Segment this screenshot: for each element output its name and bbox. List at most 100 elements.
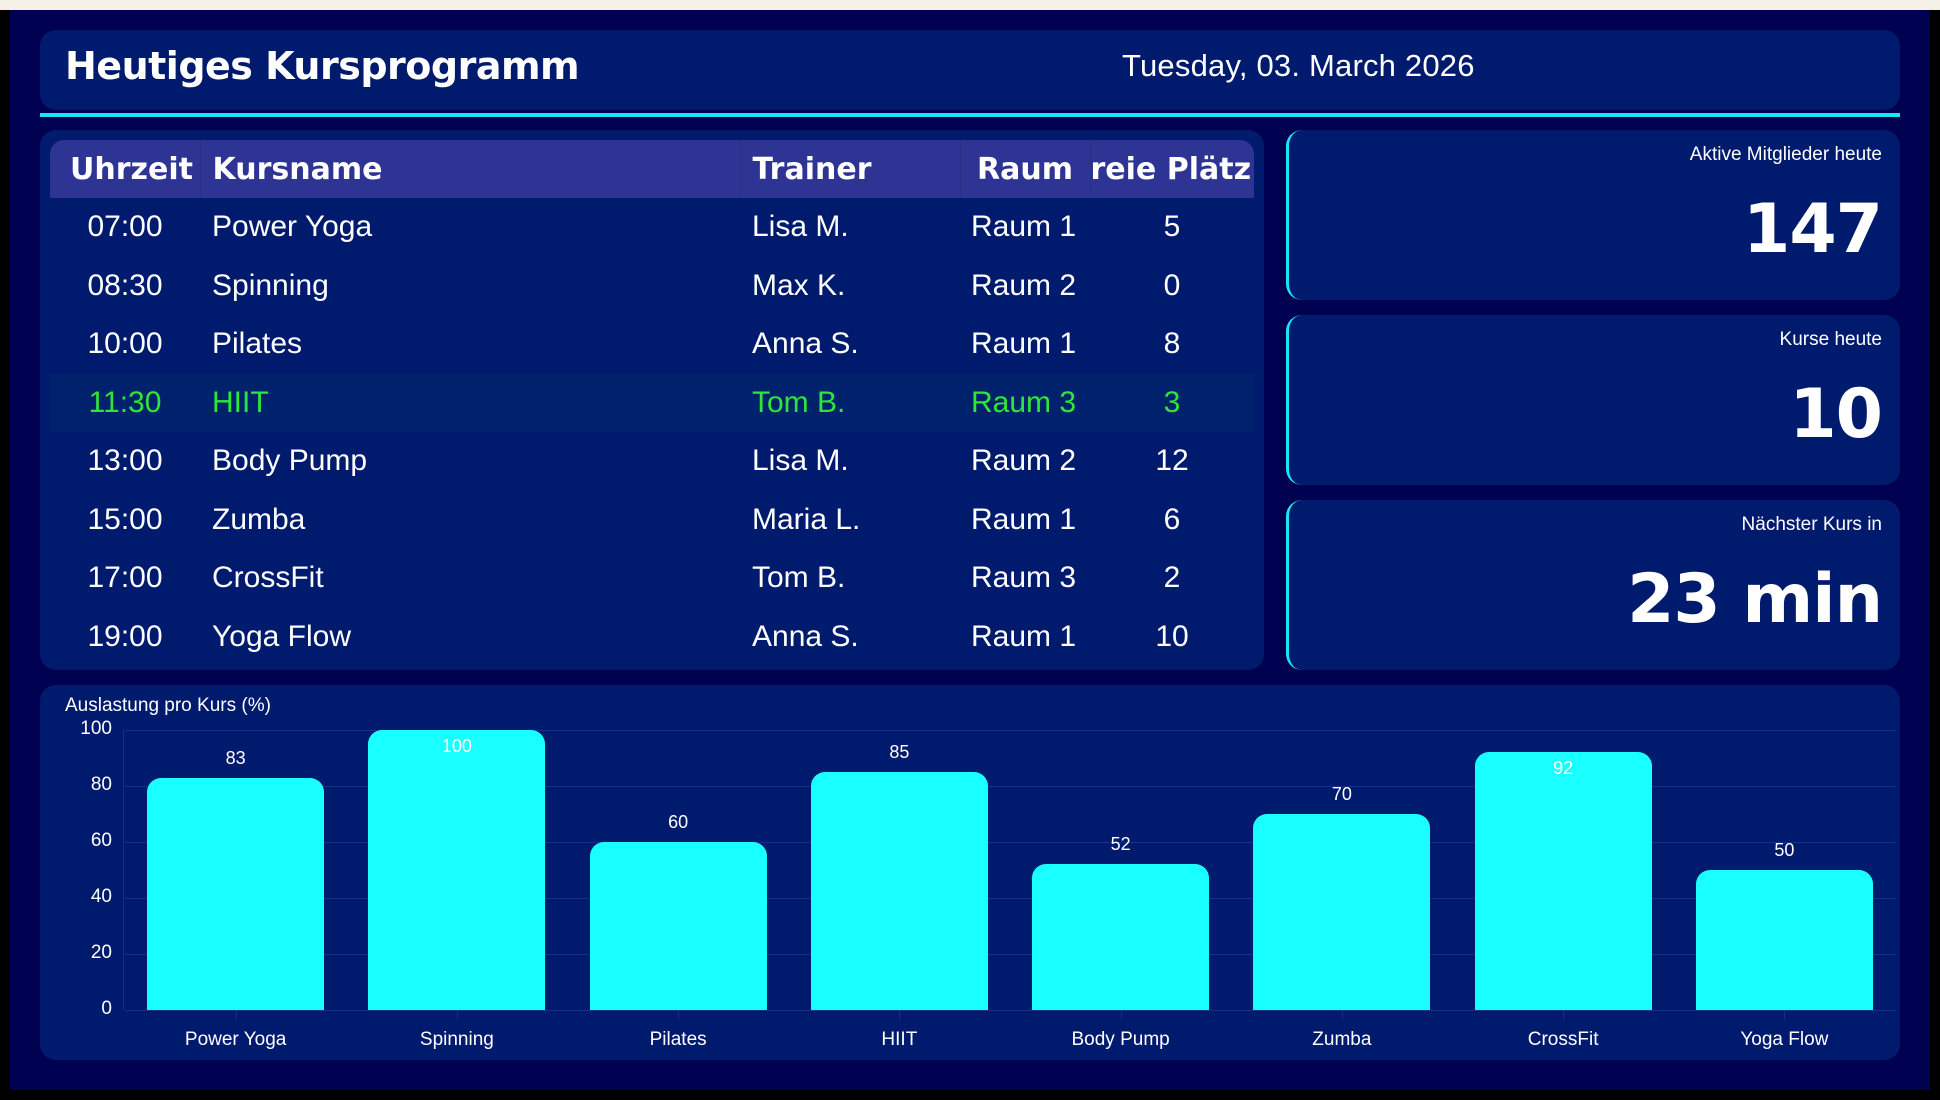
schedule-panel: Uhrzeit Kursname Trainer Raum reie Plätz… (40, 130, 1264, 670)
header-bar: Heutiges Kursprogramm Tuesday, 03. March… (40, 30, 1900, 110)
cell-trainer: Anna S. (752, 619, 859, 653)
y-tick-label: 60 (90, 830, 112, 851)
cell-free-spots: 3 (1163, 385, 1181, 419)
cell-time: 19:00 (87, 619, 163, 653)
x-tick-label: Power Yoga (184, 1029, 287, 1050)
x-tick-label: Body Pump (1071, 1029, 1170, 1050)
x-tick-label: CrossFit (1527, 1029, 1599, 1050)
bar-spinning[interactable] (368, 730, 546, 1010)
table-row[interactable]: 19:00 Yoga Flow Anna S. Raum 1 10 (50, 608, 1254, 667)
gridline (125, 786, 1895, 787)
x-tick (1563, 1011, 1565, 1019)
cell-free-spots: 10 (1155, 619, 1189, 653)
cell-course: HIIT (212, 385, 269, 419)
cell-trainer: Lisa M. (752, 210, 849, 244)
cell-room: Raum 2 (971, 268, 1077, 302)
gridline (125, 954, 1895, 955)
gridline (125, 898, 1895, 899)
cell-time: 11:30 (88, 385, 162, 419)
cell-room: Raum 1 (971, 502, 1077, 536)
bar-value-label: 50 (1774, 840, 1795, 860)
cell-room: Raum 1 (971, 327, 1077, 361)
utilization-chart-panel: Auslastung pro Kurs (%) 0 20 40 60 80 100 83 Po… (40, 685, 1900, 1060)
column-header-trainer[interactable]: Trainer (739, 140, 960, 198)
y-tick-label: 80 (90, 774, 112, 795)
y-axis (123, 730, 124, 1010)
cell-course: Yoga Flow (212, 619, 351, 653)
bar-value-label: 92 (1553, 758, 1574, 779)
cell-free-spots: 2 (1163, 561, 1181, 595)
header-divider (40, 113, 1900, 117)
x-tick (1341, 1011, 1343, 1019)
stat-label: Kurse heute (1779, 329, 1882, 350)
schedule-table: Uhrzeit Kursname Trainer Raum reie Plätz… (50, 140, 1254, 666)
cell-free-spots: 6 (1163, 502, 1181, 536)
x-tick (1120, 1011, 1122, 1019)
bar-power-yoga[interactable] (147, 777, 325, 1010)
gridline (125, 1010, 1895, 1011)
cell-time: 10:00 (87, 327, 163, 361)
x-tick (1784, 1011, 1786, 1019)
cell-trainer: Maria L. (752, 502, 861, 536)
x-tick (899, 1011, 901, 1019)
cell-time: 15:00 (87, 502, 163, 536)
cell-trainer: Max K. (752, 268, 846, 302)
x-tick-label: Pilates (649, 1029, 707, 1050)
cell-time: 17:00 (87, 561, 163, 595)
bar-zumba[interactable] (1253, 814, 1431, 1010)
y-tick-label: 0 (101, 998, 112, 1019)
bar-value-label: 85 (889, 742, 910, 762)
bar-pilates[interactable] (589, 842, 767, 1010)
x-tick-label: Yoga Flow (1740, 1029, 1829, 1050)
cell-time: 13:00 (87, 444, 163, 478)
x-tick (456, 1011, 458, 1019)
table-row[interactable]: 17:00 CrossFit Tom B. Raum 3 2 (50, 549, 1254, 608)
stat-card-next-course: Nächster Kurs in 23 min (1286, 500, 1900, 670)
stat-card-courses-today: Kurse heute 10 (1286, 315, 1900, 485)
bar-value-label: 52 (1110, 834, 1131, 855)
x-tick-label: Zumba (1312, 1029, 1372, 1050)
stat-card-active-members: Aktive Mitglieder heute 147 (1286, 130, 1900, 300)
column-header-room[interactable]: Raum (959, 140, 1090, 198)
x-tick (678, 1011, 680, 1019)
stat-value: 147 (1743, 190, 1883, 269)
dashboard-screen: Heutiges Kursprogramm Tuesday, 03. March… (10, 10, 1930, 1090)
table-row[interactable]: 08:30 Spinning Max K. Raum 2 0 (50, 257, 1254, 316)
cell-course: Zumba (212, 502, 306, 536)
bar-yoga-flow[interactable] (1695, 870, 1873, 1010)
page-title: Heutiges Kursprogramm (65, 44, 580, 88)
x-tick-label: Spinning (419, 1029, 494, 1050)
bar-hiit[interactable] (810, 772, 988, 1010)
column-header-time[interactable]: Uhrzeit (70, 151, 193, 187)
gridline (125, 842, 1895, 843)
cell-trainer: Anna S. (752, 327, 859, 361)
bar-body-pump[interactable] (1032, 864, 1210, 1010)
table-row[interactable]: 13:00 Body Pump Lisa M. Raum 2 12 (50, 432, 1254, 491)
cell-room: Raum 1 (971, 619, 1077, 653)
bar-value-label: 83 (225, 747, 246, 768)
table-row[interactable]: 07:00 Power Yoga Lisa M. Raum 1 5 (50, 198, 1254, 257)
bar-chart: 0 20 40 60 80 100 83 Power Yoga 100 Spinning 60 Pil… (40, 685, 1900, 1060)
stat-value: 23 min (1627, 560, 1883, 639)
stat-label: Nächster Kurs in (1741, 514, 1882, 535)
table-header-row: Uhrzeit Kursname Trainer Raum reie Plätz (50, 140, 1254, 198)
cell-room: Raum 1 (971, 210, 1077, 244)
cell-trainer: Tom B. (752, 385, 846, 419)
table-row[interactable]: 10:00 Pilates Anna S. Raum 1 8 (50, 315, 1254, 374)
bar-value-label: 60 (668, 812, 689, 832)
table-row[interactable]: 15:00 Zumba Maria L. Raum 1 6 (50, 491, 1254, 550)
cell-course: Power Yoga (212, 210, 373, 244)
column-header-course[interactable]: Kursname (199, 140, 740, 198)
cell-course: Spinning (212, 268, 329, 302)
column-header-free-spots[interactable]: reie Plätz (1089, 140, 1254, 198)
cell-course: CrossFit (212, 561, 324, 595)
y-tick-label: 20 (90, 942, 112, 963)
cell-free-spots: 5 (1163, 210, 1181, 244)
cell-room: Raum 3 (971, 385, 1077, 419)
table-row-current-course[interactable]: 11:30 HIIT Tom B. Raum 3 3 (50, 373, 1254, 432)
cell-free-spots: 8 (1163, 327, 1181, 361)
bar-crossfit[interactable] (1474, 752, 1652, 1010)
stat-label: Aktive Mitglieder heute (1689, 144, 1882, 165)
cell-time: 07:00 (87, 210, 163, 244)
bar-value-label: 70 (1331, 784, 1352, 804)
